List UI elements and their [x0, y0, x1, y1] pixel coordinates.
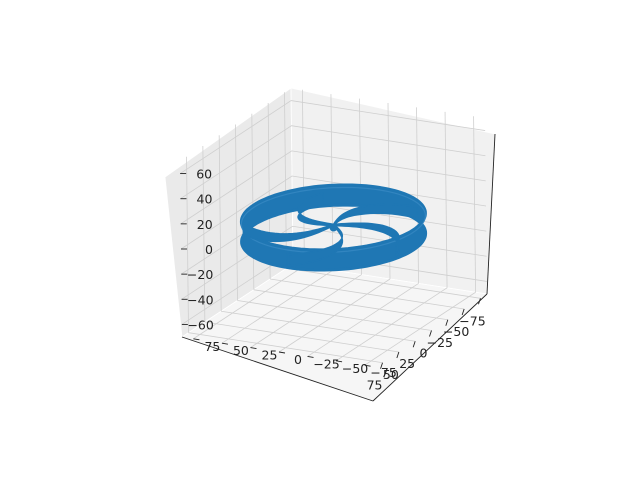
floor-grid-y-1 [335, 287, 448, 362]
spoke-4 [332, 222, 401, 258]
z-tick-label-0: −60 [187, 317, 213, 332]
hub [329, 223, 338, 232]
z-tick-label-1: −40 [187, 292, 213, 307]
y-tick-label-0: −75 [370, 365, 396, 380]
y-tick-label-1: −50 [342, 361, 368, 376]
y-tick-mark-6 [193, 338, 200, 341]
z-axis-line [486, 133, 496, 295]
z-tick-label-6: 60 [196, 167, 212, 182]
x-tick-mark-3 [429, 330, 432, 337]
grid-lines [179, 89, 487, 366]
y-tick-mark-2 [307, 355, 314, 358]
x-tick-label-2: −25 [427, 335, 453, 350]
y-tick-mark-3 [278, 351, 286, 354]
y-tick-mark-0 [364, 364, 371, 367]
wall-grid-z-6 [179, 100, 486, 174]
x-tick-mark-2 [445, 319, 449, 326]
floor-grid-y-0 [364, 291, 476, 366]
spoke-5 [287, 223, 344, 267]
ring-highlight [240, 186, 427, 253]
y-tick-label-3: 0 [294, 352, 302, 367]
x-tick-label-1: −50 [443, 324, 469, 339]
x-tick-mark-6 [380, 362, 383, 369]
z-tick-label-3: 0 [205, 242, 213, 257]
x-tick-label-4: 25 [399, 356, 415, 371]
y-tick-label-5: 50 [233, 343, 249, 358]
tick-labels: −75−50−250255075−75−50−250255075−60−40−2… [180, 167, 486, 393]
x-tick-label-0: −75 [459, 313, 485, 328]
x-tick-label-5: 50 [383, 367, 399, 382]
z-tick-label-2: −20 [187, 267, 213, 282]
wall-grid-z-4 [180, 150, 486, 225]
z-tick-label-5: 40 [197, 192, 213, 207]
wall-grid-z-5 [180, 125, 486, 200]
floor-grid-y-2 [307, 283, 419, 357]
spoke-2 [297, 192, 335, 229]
y-tick-mark-1 [335, 360, 343, 363]
x-tick-mark-4 [412, 341, 416, 348]
y-tick-label-4: 25 [262, 348, 278, 363]
x-tick-mark-0 [478, 298, 481, 305]
y-axis-line [372, 293, 488, 402]
floor-grid-y-6 [193, 265, 305, 340]
z-tick-label-4: 20 [197, 217, 213, 232]
floor-grid-y-4 [250, 274, 362, 348]
spoke-1 [242, 221, 335, 243]
wall-grid-z-1 [181, 225, 487, 300]
axes [181, 133, 496, 402]
x-tick-label-3: 0 [420, 346, 428, 361]
x-tick-label-6: 75 [367, 378, 383, 393]
floor-grid-y-3 [278, 278, 391, 353]
x-axis-line [181, 336, 374, 402]
y-tick-label-6: 75 [204, 339, 220, 354]
surface-series [239, 183, 428, 272]
spoke-3 [332, 203, 419, 229]
y-tick-mark-4 [250, 347, 257, 350]
x-tick-mark-5 [396, 351, 400, 359]
x-tick-mark-1 [461, 308, 465, 316]
y-tick-label-2: −25 [313, 356, 339, 371]
y-tick-mark-5 [221, 342, 229, 345]
wall-grid-z-3 [180, 175, 487, 250]
floor-grid-y-5 [221, 269, 334, 344]
